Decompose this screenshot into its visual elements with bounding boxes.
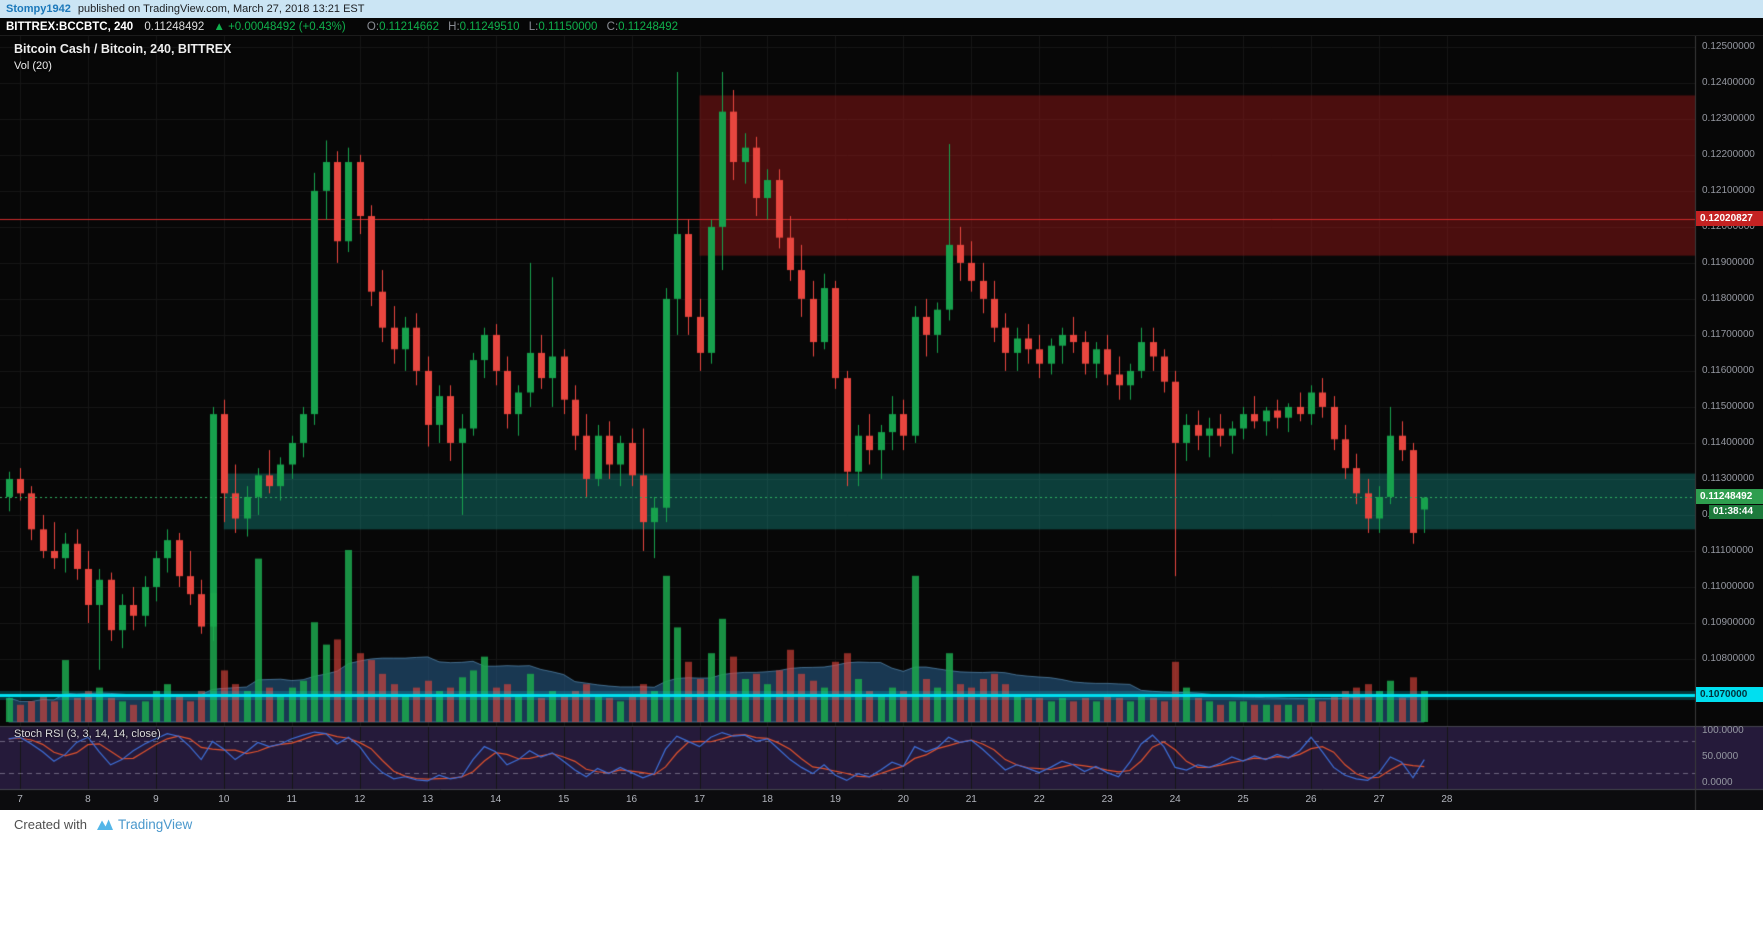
price-axis-label: 0.12400000 xyxy=(1702,76,1755,88)
time-axis-label: 12 xyxy=(354,794,366,805)
tradingview-logo-icon xyxy=(96,819,113,831)
stoch-axis-label: 100.0000 xyxy=(1702,725,1744,736)
footer: Created with TradingView xyxy=(0,810,1763,942)
price-chart-canvas[interactable] xyxy=(0,36,1763,810)
low-value: 0.11150000 xyxy=(538,21,598,33)
time-axis-label: 18 xyxy=(761,794,773,805)
red-line-price-tag: 0.12020827 xyxy=(1696,211,1763,227)
symbol-name: BITTREX:BCCBTC, 240 xyxy=(6,21,134,33)
up-arrow-icon: ▲ xyxy=(213,21,225,33)
high-label: H: xyxy=(448,21,460,33)
price-axis-label: 0.10800000 xyxy=(1702,652,1755,664)
time-axis-label: 11 xyxy=(286,794,297,805)
price-axis-label: 0.11100000 xyxy=(1702,544,1754,556)
time-axis-label: 13 xyxy=(422,794,434,805)
cyan-line-price-tag: 0.1070000 xyxy=(1696,686,1763,702)
time-axis-label: 19 xyxy=(829,794,841,805)
price-axis-label: 0.11400000 xyxy=(1702,436,1755,448)
legend-volume-indicator: Vol (20) xyxy=(14,60,52,72)
price-axis-label: 0.12200000 xyxy=(1702,148,1755,160)
header-last-price: 0.11248492 xyxy=(144,21,205,33)
close-label: C: xyxy=(606,21,619,33)
price-axis-label: 0.11300000 xyxy=(1702,472,1755,484)
price-axis-label: 0.11600000 xyxy=(1702,364,1755,376)
time-axis-label: 7 xyxy=(17,794,23,805)
low-label: L: xyxy=(528,21,539,33)
last-price-tag: 0.11248492 xyxy=(1696,489,1763,505)
time-axis-label: 23 xyxy=(1101,794,1113,805)
high-value: 0.11249510 xyxy=(459,21,520,33)
author-link[interactable]: Stompy1942 xyxy=(6,3,71,15)
chart-legend: Bitcoin Cash / Bitcoin, 240, BITTREX Vol… xyxy=(14,42,231,72)
tradingview-link[interactable]: TradingView xyxy=(87,817,192,832)
countdown-tag: 01:38:44 xyxy=(1709,505,1763,520)
stoch-axis-label: 0.0000 xyxy=(1702,777,1733,788)
price-axis-label: 0.11700000 xyxy=(1702,328,1755,340)
time-axis-label: 20 xyxy=(897,794,909,805)
time-axis-label: 10 xyxy=(218,794,230,805)
price-change: +0.00048492 (+0.43%) xyxy=(228,21,346,33)
price-axis-label: 0.11800000 xyxy=(1702,292,1755,304)
price-axis-label: 0.11000000 xyxy=(1702,580,1755,592)
price-axis-label: 0.10900000 xyxy=(1702,616,1755,628)
stoch-rsi-label: Stoch RSI (3, 3, 14, 14, close) xyxy=(14,728,161,740)
time-axis-label: 25 xyxy=(1237,794,1249,805)
stoch-axis-label: 50.0000 xyxy=(1702,751,1739,762)
open-label: O: xyxy=(366,21,380,33)
time-axis-label: 22 xyxy=(1033,794,1045,805)
time-axis-label: 14 xyxy=(490,794,502,805)
tradingview-brand-text: TradingView xyxy=(117,816,193,832)
price-axis-label: 0.12500000 xyxy=(1702,40,1755,52)
price-axis-label: 0.12100000 xyxy=(1702,184,1755,196)
time-axis-label: 27 xyxy=(1373,794,1385,805)
created-with-text: Created with xyxy=(14,817,87,832)
attribution-bar: Stompy1942 published on TradingView.com,… xyxy=(0,0,1763,18)
time-axis-label: 9 xyxy=(153,794,159,805)
time-axis-label: 24 xyxy=(1169,794,1181,805)
time-axis-label: 15 xyxy=(558,794,570,805)
legend-symbol-title: Bitcoin Cash / Bitcoin, 240, BITTREX xyxy=(14,42,232,56)
open-value: 0.11214662 xyxy=(379,21,439,33)
time-axis-label: 21 xyxy=(965,794,977,805)
time-axis-label: 17 xyxy=(693,794,706,805)
price-axis-label: 0.12300000 xyxy=(1702,112,1755,124)
price-axis-label: 0.11900000 xyxy=(1702,256,1755,268)
close-value: 0.11248492 xyxy=(618,21,679,33)
symbol-info-bar: BITTREX:BCCBTC, 240 0.11248492 ▲ +0.0004… xyxy=(0,18,1763,36)
price-axis-label: 0.11500000 xyxy=(1702,400,1755,412)
time-axis-label: 26 xyxy=(1305,794,1317,805)
chart-area: Bitcoin Cash / Bitcoin, 240, BITTREX Vol… xyxy=(0,36,1763,810)
time-axis-label: 28 xyxy=(1441,794,1453,805)
time-axis-label: 8 xyxy=(85,794,91,805)
attribution-text: published on TradingView.com, March 27, … xyxy=(77,3,365,15)
time-axis-label: 16 xyxy=(625,794,638,805)
price-axis-label: 0.12000000 xyxy=(1702,220,1755,232)
